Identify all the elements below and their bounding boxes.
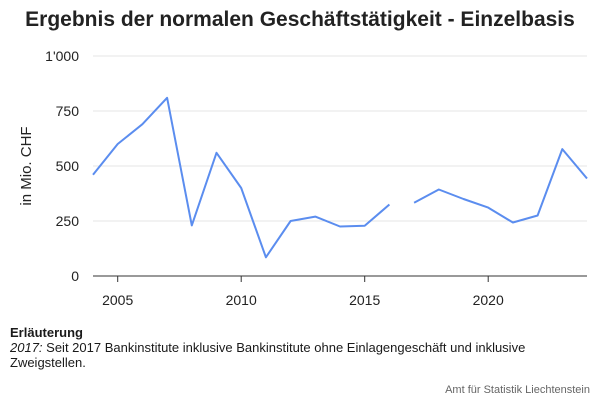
x-tick-label: 2010 xyxy=(226,292,257,308)
line-chart: 2005 2010 2015 2020 0 250 500 750 1'000 in Mio.… xyxy=(18,48,588,308)
x-axis: 2005 2010 2015 2020 xyxy=(102,276,504,308)
notes: Erläuterung 2017: Seit 2017 Bankinstitut… xyxy=(10,325,590,370)
note-line: 2017: Seit 2017 Bankinstitute inklusive … xyxy=(10,340,590,370)
note-text: Seit 2017 Bankinstitute inklusive Bankin… xyxy=(10,340,526,370)
y-tick-label: 0 xyxy=(71,268,79,284)
note-year: 2017: xyxy=(10,340,43,355)
x-tick-label: 2005 xyxy=(102,292,133,308)
y-tick-label: 1'000 xyxy=(45,48,79,64)
y-axis-title: in Mio. CHF xyxy=(18,126,35,205)
series-line xyxy=(413,148,588,224)
chart-title: Ergebnis der normalen Geschäftstätigkeit… xyxy=(25,8,575,31)
series-line xyxy=(92,96,391,259)
y-tick-label: 500 xyxy=(56,158,80,174)
series-lines xyxy=(92,96,588,259)
y-tick-label: 250 xyxy=(56,213,80,229)
x-tick-label: 2015 xyxy=(349,292,380,308)
source-credit: Amt für Statistik Liechtenstein xyxy=(445,384,590,396)
y-tick-label: 750 xyxy=(56,103,80,119)
y-axis: 0 250 500 750 1'000 xyxy=(45,48,79,284)
x-tick-label: 2020 xyxy=(473,292,504,308)
grid xyxy=(93,55,587,277)
notes-heading: Erläuterung xyxy=(10,325,83,340)
